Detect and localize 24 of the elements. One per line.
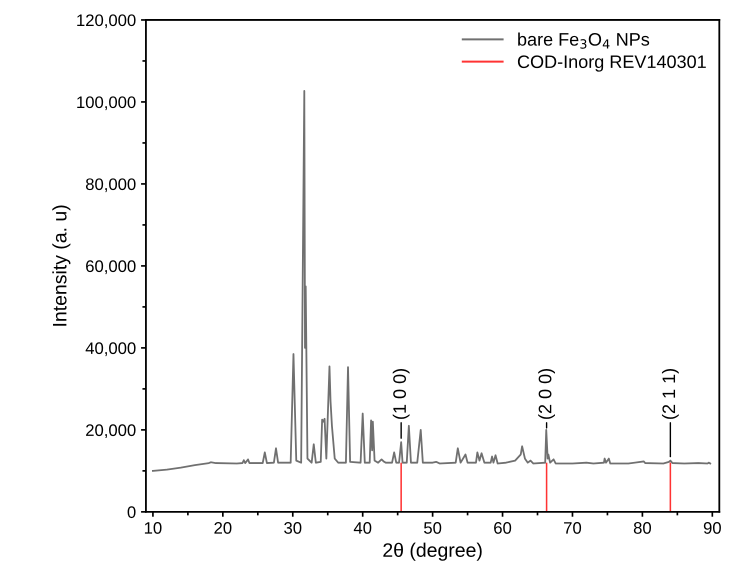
x-axis-title: 2θ (degree) bbox=[383, 542, 482, 561]
x-tick-label: 50 bbox=[424, 522, 442, 534]
y-axis-title: Intensity (a. u) bbox=[52, 206, 70, 326]
annotation: (2 0 0) bbox=[538, 368, 556, 419]
x-tick-label: 60 bbox=[494, 522, 512, 534]
y-tick-label: 120,000 bbox=[77, 14, 136, 28]
x-tick-label: 30 bbox=[284, 522, 302, 534]
x-tick-label: 80 bbox=[634, 522, 652, 534]
legend-label: bare Fe$_{3}$O$_{4}$ NPs bbox=[518, 32, 650, 49]
legend-label: COD-Inorg REV140301 bbox=[518, 55, 706, 72]
line-series bbox=[152, 90, 712, 472]
y-tick-label: 20,000 bbox=[86, 424, 136, 438]
y-tick-label: 40,000 bbox=[86, 342, 136, 356]
y-tick-label: 80,000 bbox=[86, 178, 136, 192]
x-tick-label: 70 bbox=[564, 522, 582, 534]
y-tick-label: 0 bbox=[128, 506, 136, 518]
x-tick-label: 10 bbox=[144, 522, 162, 534]
annotation: (1 0 0) bbox=[392, 368, 410, 419]
y-tick-label: 100,000 bbox=[77, 96, 136, 110]
x-tick-label: 40 bbox=[354, 522, 372, 534]
y-tick-label: 60,000 bbox=[86, 260, 136, 274]
annotation: (2 1 1) bbox=[662, 368, 679, 419]
x-tick-label: 20 bbox=[214, 522, 232, 534]
x-tick-label: 90 bbox=[704, 522, 721, 534]
